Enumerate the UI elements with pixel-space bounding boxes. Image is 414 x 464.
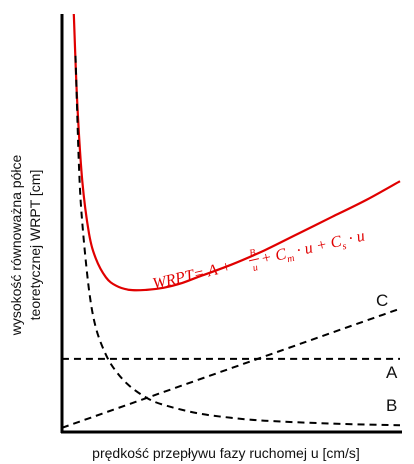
equation-suffix-c: · u xyxy=(343,228,366,249)
y-axis-label: wysokość równoważna półce teoretycznej W… xyxy=(8,155,43,337)
series-line-wrpt xyxy=(72,13,401,292)
y-axis-label-line1: wysokość równoważna półce xyxy=(8,155,24,337)
series-label-a: A xyxy=(386,363,398,382)
equation-frac-bar xyxy=(249,258,259,262)
equation-frac-den: u xyxy=(252,262,259,274)
series-label-c: C xyxy=(376,291,388,310)
series-layer xyxy=(61,13,401,429)
equation-suffix: + Cm · u + Cs · u xyxy=(259,228,367,271)
equation-suffix-a: + C xyxy=(259,246,288,268)
x-axis-label: prędkość przepływu fazy ruchomej u [cm/s… xyxy=(92,445,360,461)
equation-frac-num: B xyxy=(248,247,256,259)
equation-sub-s: s xyxy=(341,241,347,253)
y-axis-label-line2: teoretycznej WRPT [cm] xyxy=(27,170,43,321)
equation-prefix: WRPT= A + xyxy=(151,258,233,293)
equation-sub-m: m xyxy=(286,253,296,265)
series-label-b: B xyxy=(386,396,397,415)
wrpt-equation: WRPT= A + B u + Cm · u + Cs · u xyxy=(151,228,367,293)
equation-suffix-b: · u + C xyxy=(291,233,343,261)
series-line-c xyxy=(61,307,401,429)
series-line-b xyxy=(74,55,401,427)
